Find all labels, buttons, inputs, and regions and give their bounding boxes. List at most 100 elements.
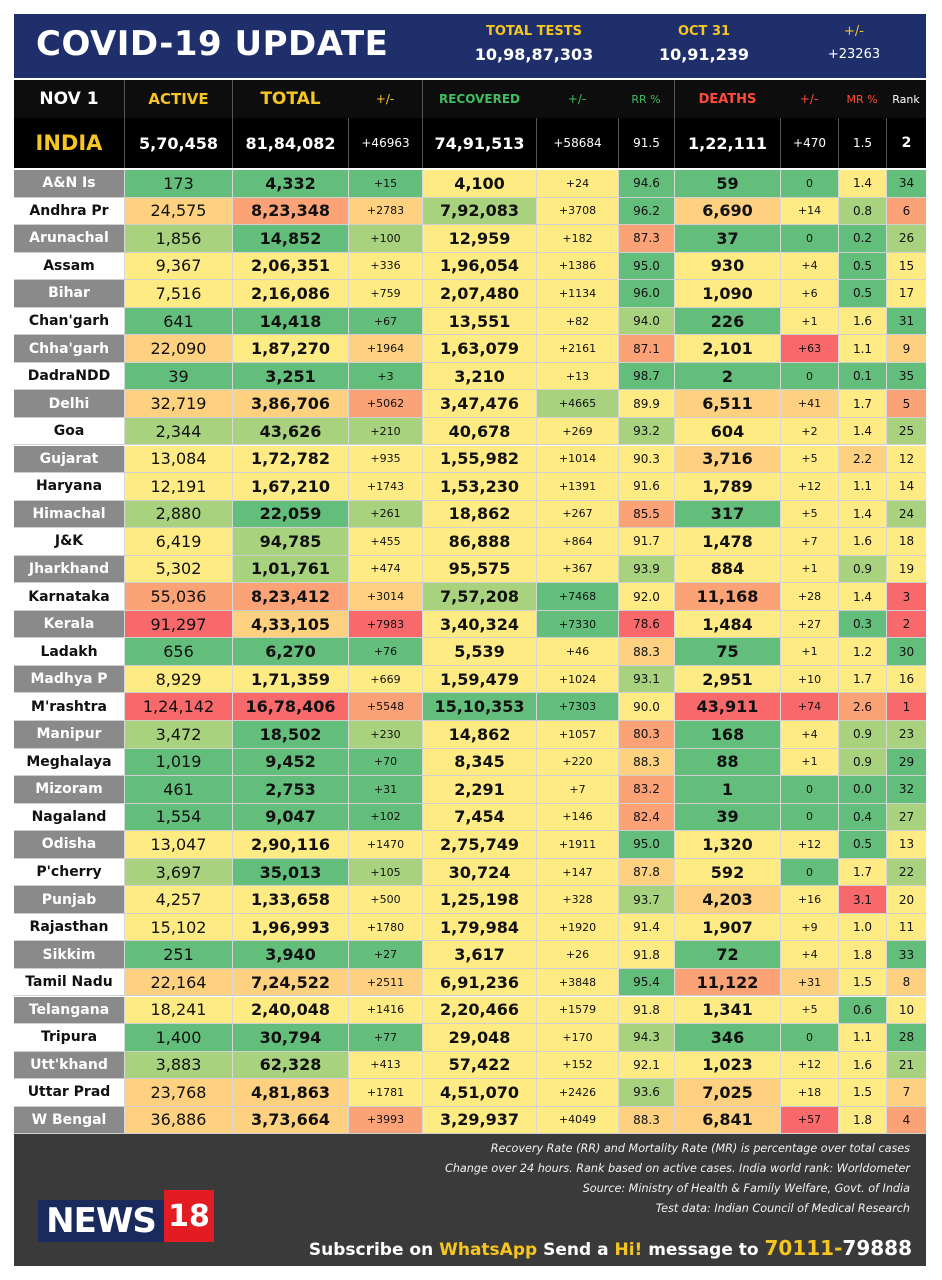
rank-cell: 33 — [886, 941, 926, 969]
deaths-cell: 75 — [674, 638, 780, 666]
total-cell: 62,328 — [232, 1051, 348, 1080]
active-cell: 18,241 — [124, 996, 232, 1024]
recovered-change-cell: +2161 — [536, 335, 618, 363]
page-title: COVID-19 UPDATE — [36, 24, 389, 64]
deaths-change-header: +/- — [799, 92, 819, 106]
rank-cell: 15 — [886, 252, 926, 281]
total-change-cell: +3 — [348, 362, 422, 391]
state-name-cell: Haryana — [14, 473, 124, 501]
deaths-change-cell: +5 — [780, 445, 838, 473]
total-change-cell: +474 — [348, 555, 422, 584]
recovered-change-cell: +2426 — [536, 1079, 618, 1107]
recovered-cell: 1,63,079 — [422, 335, 536, 363]
active-cell: 12,191 — [124, 473, 232, 501]
rank-cell: 13 — [886, 831, 926, 859]
deaths-cell: 6,690 — [674, 197, 780, 226]
subscribe-line: Subscribe on WhatsApp Send a Hi! message… — [309, 1236, 912, 1260]
recovered-cell: 13,551 — [422, 307, 536, 336]
total-change-cell: +77 — [348, 1024, 422, 1052]
total-change-cell: +7983 — [348, 610, 422, 639]
total-cell: 9,452 — [232, 748, 348, 777]
state-name-cell: Bihar — [14, 280, 124, 308]
deaths-cell: 39 — [674, 803, 780, 832]
table-row: Haryana 12,191 1,67,210 +1743 1,53,230 +1391 9… — [14, 473, 926, 501]
total-change-cell: +100 — [348, 225, 422, 253]
rr-cell: 93.6 — [618, 1079, 674, 1107]
deaths-change-cell: 0 — [780, 1024, 838, 1052]
state-name-cell: Delhi — [14, 390, 124, 418]
total-change-cell: +261 — [348, 500, 422, 529]
state-name-cell: J&K — [14, 528, 124, 556]
deaths-cell: 1,090 — [674, 280, 780, 308]
recovered-cell: 8,345 — [422, 748, 536, 777]
recovered-change-cell: +7 — [536, 776, 618, 804]
rr-cell: 95.0 — [618, 831, 674, 859]
rank-cell: 34 — [886, 170, 926, 198]
date-header: NOV 1 — [39, 89, 99, 109]
table-row: Chan'garh 641 14,418 +67 13,551 +82 94.0 226 +1 1… — [14, 307, 926, 336]
deaths-change-cell: +41 — [780, 390, 838, 418]
rank-cell: 1 — [886, 693, 926, 721]
table-row: Karnataka 55,036 8,23,412 +3014 7,57,208 +746… — [14, 583, 926, 611]
rr-cell: 94.0 — [618, 307, 674, 336]
table-row: Rajasthan 15,102 1,96,993 +1780 1,79,984 +192… — [14, 913, 926, 942]
table-row: Punjab 4,257 1,33,658 +500 1,25,198 +328 93.7 4… — [14, 886, 926, 914]
table-row: Mizoram 461 2,753 +31 2,291 +7 83.2 1 0 0.0 32 — [14, 776, 926, 804]
state-name-cell: Tripura — [14, 1024, 124, 1052]
phone-number-part2: 79888 — [842, 1236, 912, 1260]
rr-cell: 95.0 — [618, 252, 674, 281]
active-cell: 2,344 — [124, 417, 232, 446]
rr-cell: 96.0 — [618, 280, 674, 308]
rank-cell: 9 — [886, 335, 926, 363]
mr-cell: 1.4 — [838, 500, 886, 529]
state-name-cell: Punjab — [14, 886, 124, 914]
total-change-cell: +67 — [348, 307, 422, 336]
total-cell: 30,794 — [232, 1024, 348, 1052]
state-name-cell: Ladakh — [14, 638, 124, 666]
rr-cell: 91.7 — [618, 528, 674, 556]
total-change-cell: +1780 — [348, 913, 422, 942]
total-cell: 1,67,210 — [232, 473, 348, 501]
table-row: J&K 6,419 94,785 +455 86,888 +864 91.7 1,478 +7 1… — [14, 528, 926, 556]
oct31-label: OCT 31 — [677, 24, 731, 39]
deaths-change-cell: +4 — [780, 941, 838, 969]
deaths-cell: 226 — [674, 307, 780, 336]
tests-change-block: +/- +23263 — [814, 24, 894, 66]
state-name-cell: Mizoram — [14, 776, 124, 804]
active-cell: 39 — [124, 362, 232, 391]
recovered-cell: 18,862 — [422, 500, 536, 529]
oct31-block: OCT 31 10,91,239 — [644, 24, 764, 66]
recovered-cell: 2,20,466 — [422, 996, 536, 1024]
active-cell: 32,719 — [124, 390, 232, 418]
recovered-change-cell: +26 — [536, 941, 618, 969]
state-name-cell: Assam — [14, 252, 124, 281]
total-cell: 16,78,406 — [232, 693, 348, 721]
recovered-change-cell: +1920 — [536, 913, 618, 942]
mr-cell: 1.6 — [838, 528, 886, 556]
rank-cell: 24 — [886, 500, 926, 529]
whatsapp-link[interactable]: WhatsApp — [439, 1240, 538, 1260]
total-cell: 2,16,086 — [232, 280, 348, 308]
recovered-cell: 2,07,480 — [422, 280, 536, 308]
active-cell: 6,419 — [124, 528, 232, 556]
recovered-change-cell: +24 — [536, 170, 618, 198]
recovered-change-cell: +267 — [536, 500, 618, 529]
table-row: Meghalaya 1,019 9,452 +70 8,345 +220 88.3 88 +1 0… — [14, 748, 926, 777]
table-row: Madhya P 8,929 1,71,359 +669 1,59,479 +1024 93… — [14, 665, 926, 694]
rank-cell: 31 — [886, 307, 926, 336]
total-cell: 2,90,116 — [232, 831, 348, 859]
active-cell: 641 — [124, 307, 232, 336]
logo-news-text: NEWS — [38, 1200, 164, 1242]
total-change-cell: +1416 — [348, 996, 422, 1024]
deaths-cell: 1,023 — [674, 1051, 780, 1080]
recovered-change-cell: +1911 — [536, 831, 618, 859]
deaths-cell: 59 — [674, 170, 780, 198]
deaths-change-cell: +1 — [780, 638, 838, 666]
recovered-change-header: +/- — [567, 92, 587, 106]
mr-cell: 0.0 — [838, 776, 886, 804]
total-cell: 14,418 — [232, 307, 348, 336]
deaths-change-cell: +16 — [780, 886, 838, 914]
recovered-cell: 1,53,230 — [422, 473, 536, 501]
deaths-cell: 1,320 — [674, 831, 780, 859]
active-cell: 1,400 — [124, 1024, 232, 1052]
